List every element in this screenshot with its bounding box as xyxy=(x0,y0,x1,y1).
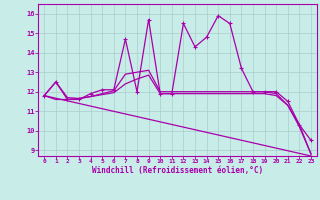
X-axis label: Windchill (Refroidissement éolien,°C): Windchill (Refroidissement éolien,°C) xyxy=(92,166,263,175)
